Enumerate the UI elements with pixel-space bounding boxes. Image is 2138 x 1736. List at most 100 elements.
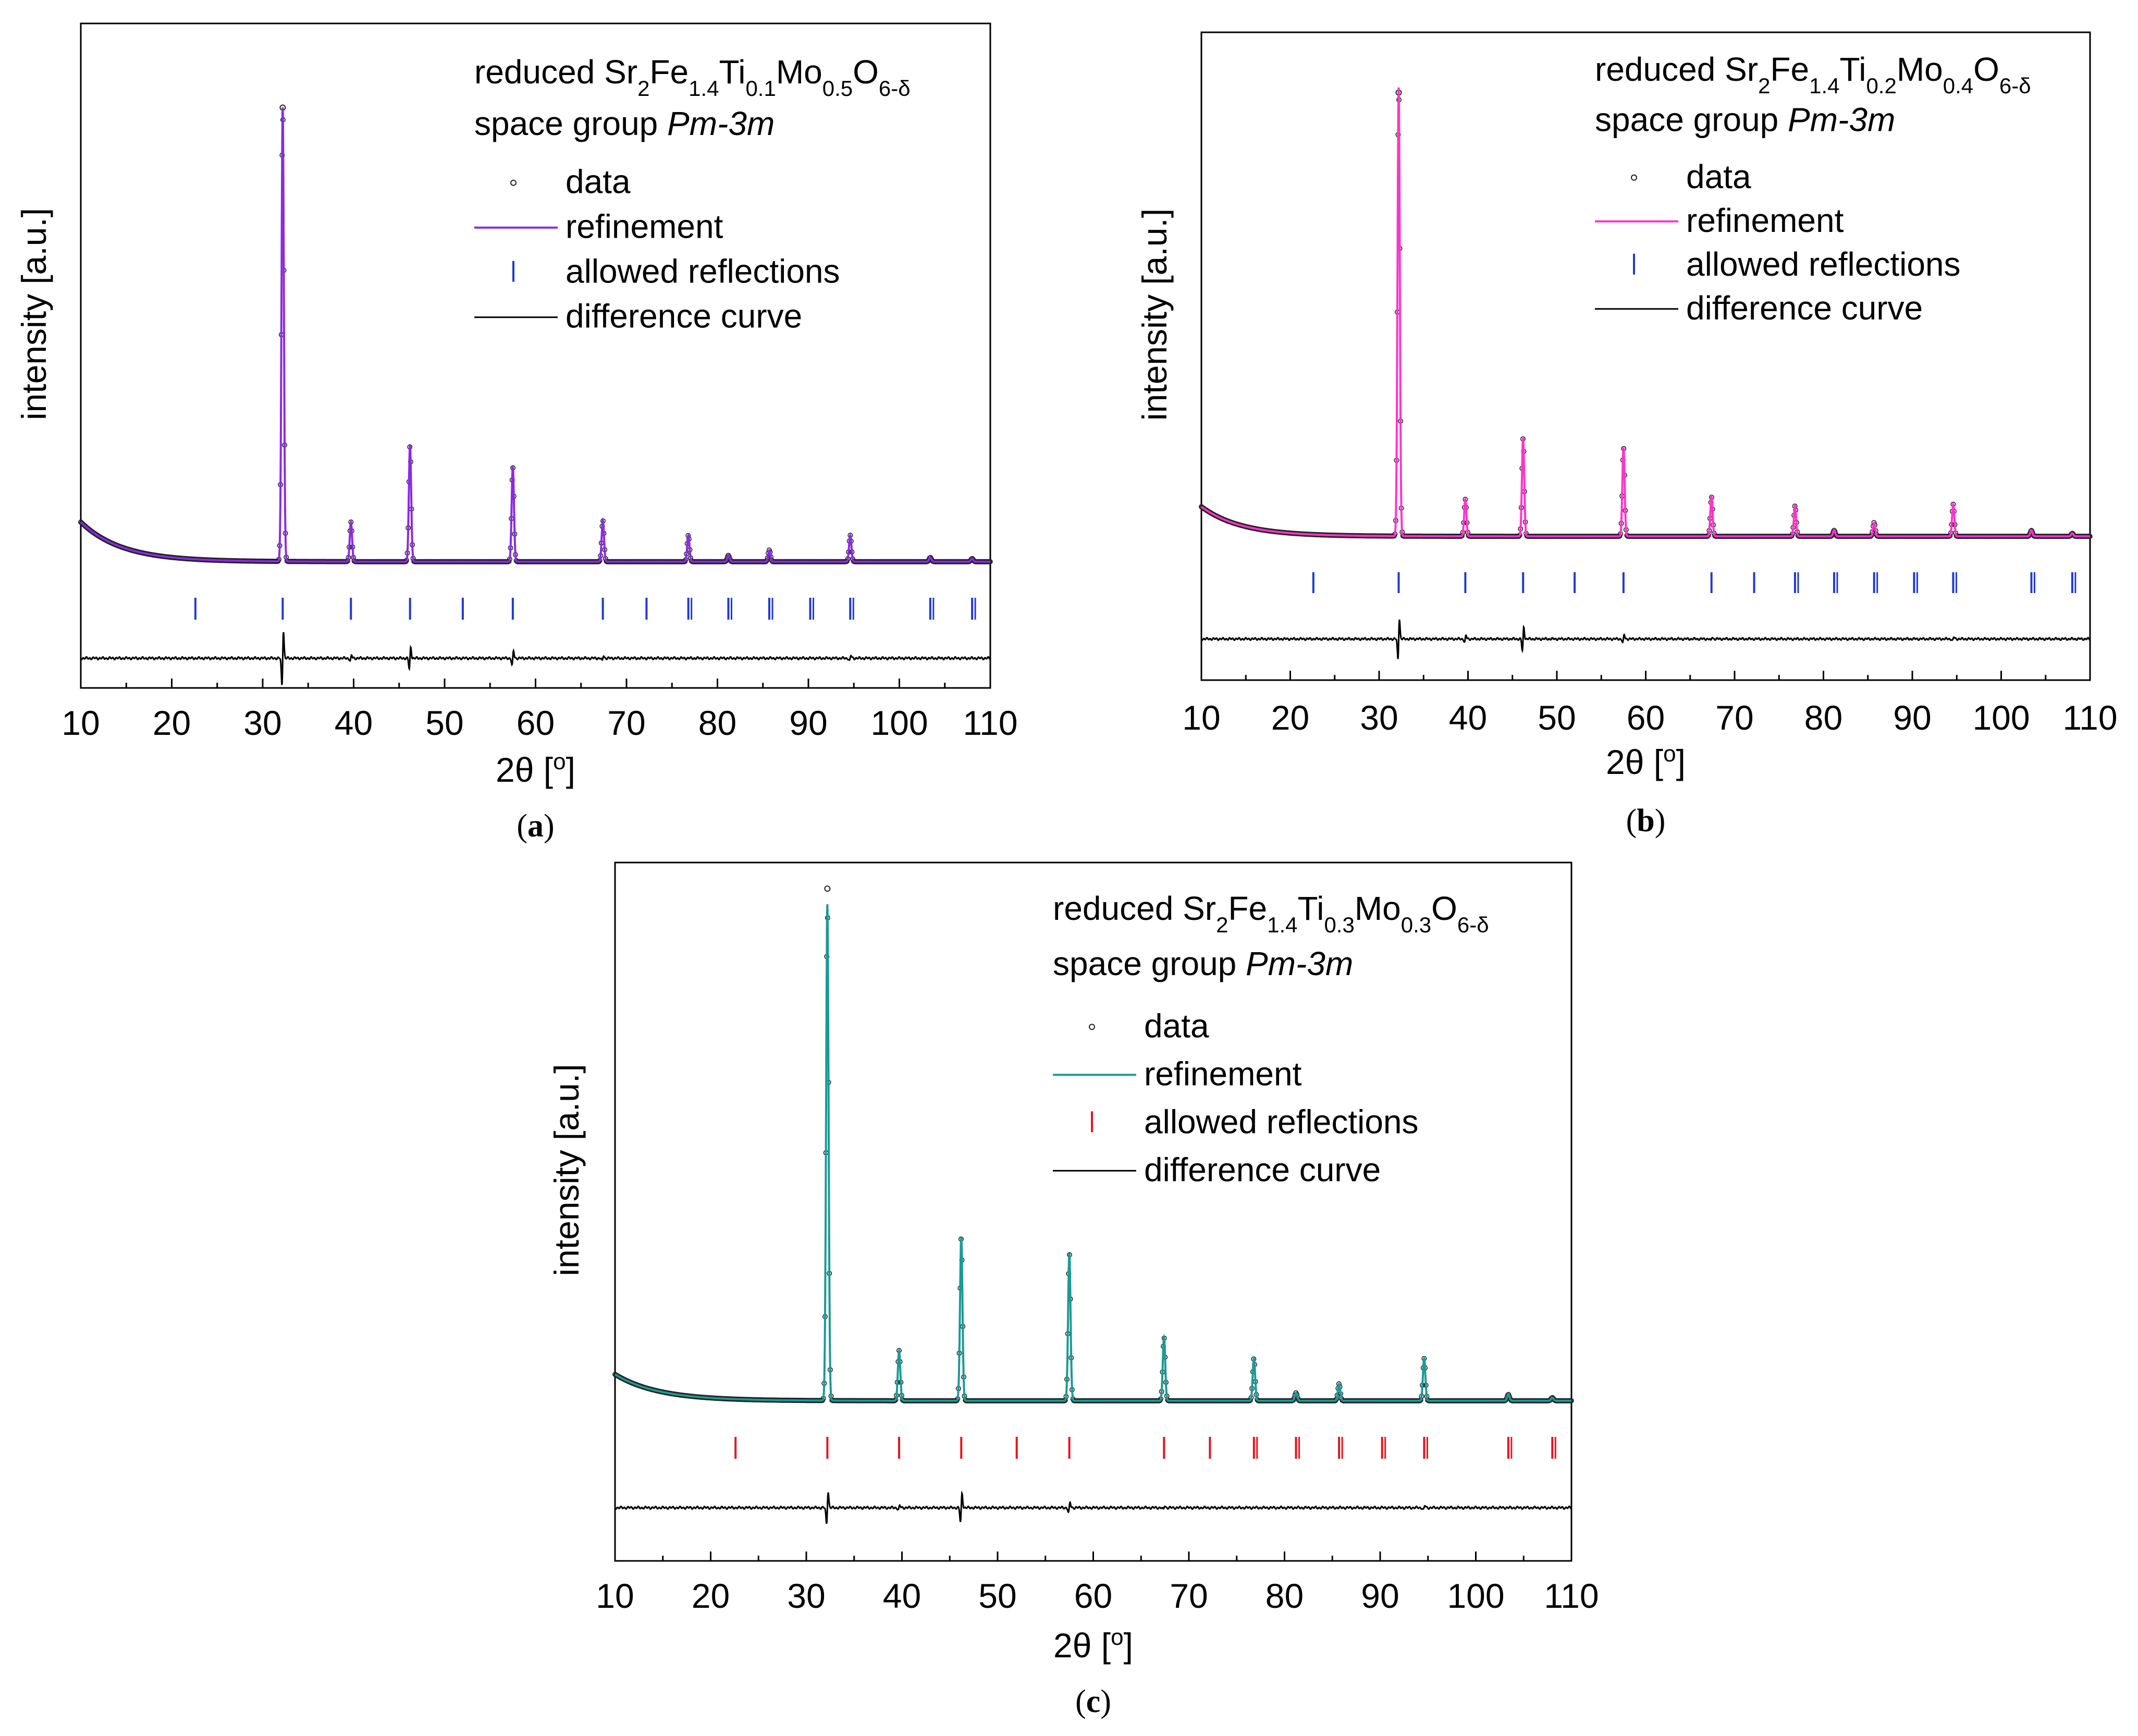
x-tick-label: 60 [517, 704, 555, 742]
difference-curve [80, 632, 991, 685]
panel-caption: (a) [517, 808, 554, 844]
caption-close: ) [544, 808, 555, 844]
formula-subscript: 6-δ [1457, 913, 1489, 937]
x-tick-label: 10 [596, 1577, 634, 1615]
x-axis-title-close: ] [1124, 1626, 1133, 1665]
x-tick-label: 80 [1804, 698, 1842, 737]
formula-element: O [1431, 890, 1457, 927]
formula-element: Ti [719, 53, 746, 91]
space-group-prefix: space group [474, 105, 667, 142]
space-group-prefix: space group [1053, 945, 1246, 982]
formula-subscript: 0.4 [1943, 73, 1973, 98]
caption-letter: c [1086, 1684, 1101, 1719]
reflection-ticks [194, 598, 976, 620]
x-tick-label: 70 [1170, 1577, 1208, 1615]
x-axis-title: 2θ [o] [496, 749, 575, 790]
legend-label: allowed reflections [566, 253, 840, 290]
caption-open: ( [1075, 1684, 1086, 1719]
x-tick-label: 10 [62, 704, 100, 742]
formula-element: Fe [1770, 51, 1809, 88]
formula-subscript: 0.3 [1401, 913, 1431, 937]
x-tick-label: 90 [789, 704, 827, 742]
x-tick-label: 30 [1360, 698, 1398, 737]
x-tick-label: 40 [1449, 698, 1487, 737]
x-tick-label: 20 [1271, 698, 1309, 737]
y-axis-title: intensity [a.u.] [15, 208, 53, 420]
x-axis-title-close: ] [566, 750, 575, 789]
panel-2: 10 20 30 40 50 60 70 80 90 100 110 2θ [o] intensity … [1135, 31, 2118, 839]
x-tick-label: 90 [1361, 1577, 1399, 1615]
space-group-name: Pm-3m [1788, 101, 1895, 139]
formula-element: Mo [1897, 51, 1943, 88]
x-tick-label: 20 [153, 704, 191, 742]
formula-subscript: 2 [1216, 913, 1228, 937]
x-tick-label: 30 [787, 1577, 825, 1615]
x-tick-label: 90 [1893, 698, 1931, 737]
x-axis-title-unit: o [553, 749, 566, 774]
x-tick-label: 60 [1074, 1577, 1112, 1615]
x-tick-label: 80 [698, 704, 736, 742]
space-group-label: space group Pm-3m [1595, 101, 1895, 139]
caption-letter: b [1637, 803, 1654, 839]
x-tick-label: 40 [883, 1577, 921, 1615]
space-group-name: Pm-3m [1246, 945, 1353, 982]
space-group-name: Pm-3m [667, 105, 775, 142]
x-tick-label: 100 [870, 704, 928, 742]
legend-label: allowed reflections [1144, 1103, 1419, 1140]
composition-title: reduced Sr2Fe1.4Ti0.1Mo0.5O6-δ [474, 53, 911, 101]
x-tick-label: 110 [963, 704, 1017, 742]
formula-subscript: 2 [1758, 73, 1770, 98]
caption-close: ) [1100, 1684, 1111, 1719]
x-tick-label: 70 [607, 704, 645, 742]
formula-subscript: 0.5 [822, 76, 853, 101]
x-tick-label: 20 [692, 1577, 730, 1615]
x-tick-label: 50 [425, 704, 463, 742]
x-tick-label: 70 [1715, 698, 1753, 737]
legend-label: difference curve [1144, 1151, 1381, 1188]
y-axis-title: intensity [a.u.] [1135, 208, 1174, 421]
formula-prefix: reduced Sr [1053, 890, 1216, 927]
formula-element: O [853, 53, 879, 91]
formula-subscript: 1.4 [1809, 73, 1839, 98]
x-tick-label: 80 [1265, 1577, 1304, 1615]
formula-subscript: 6-δ [879, 76, 911, 101]
formula-subscript: 1.4 [1267, 913, 1297, 937]
formula-element: Mo [776, 53, 822, 91]
space-group-label: space group Pm-3m [474, 105, 775, 142]
x-tick-label: 110 [1544, 1577, 1599, 1615]
x-tick-label: 60 [1627, 698, 1665, 737]
x-axis-title-main: 2θ [ [1606, 743, 1663, 781]
formula-prefix: reduced Sr [1595, 51, 1758, 88]
caption-close: ) [1655, 803, 1666, 839]
x-tick-label: 110 [2062, 698, 2117, 737]
panel-1: 10 20 30 40 50 60 70 80 90 100 110 2θ [o] intensity … [15, 22, 1018, 844]
x-tick-label: 50 [1538, 698, 1576, 737]
y-axis-title: intensity [a.u.] [547, 1064, 586, 1276]
legend-label: data [1686, 158, 1751, 195]
x-axis-title-unit: o [1663, 741, 1676, 767]
panel-caption: (c) [1075, 1684, 1111, 1719]
x-axis-title-main: 2θ [ [1053, 1626, 1111, 1665]
panel-caption: (b) [1626, 803, 1666, 839]
formula-subscript: 2 [637, 76, 649, 101]
x-tick-label: 40 [335, 704, 373, 742]
x-axis-title: 2θ [o] [1606, 741, 1686, 782]
x-tick-label: 100 [1972, 698, 2030, 737]
formula-prefix: reduced Sr [474, 53, 637, 91]
legend-label: allowed reflections [1686, 245, 1961, 283]
formula-subscript: 0.1 [745, 76, 776, 101]
space-group-label: space group Pm-3m [1053, 945, 1353, 982]
x-tick-label: 10 [1182, 698, 1220, 737]
formula-subscript: 1.4 [689, 76, 719, 101]
x-tick-label: 50 [978, 1577, 1016, 1615]
formula-subscript: 6-δ [1999, 73, 2031, 98]
formula-element: Fe [649, 53, 689, 91]
legend-label: difference curve [1686, 289, 1923, 327]
legend-label: data [566, 163, 631, 201]
legend-label: refinement [1144, 1055, 1302, 1092]
x-axis-title-close: ] [1676, 743, 1686, 781]
refinement-line [80, 107, 990, 563]
x-tick-label: 100 [1447, 1577, 1504, 1615]
caption-open: ( [517, 808, 527, 844]
